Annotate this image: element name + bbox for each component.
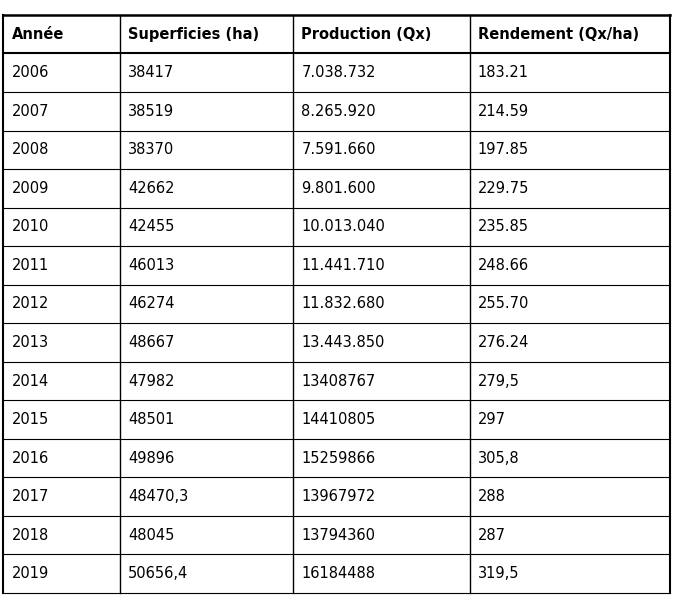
Text: 2016: 2016 — [11, 451, 48, 465]
Text: 2012: 2012 — [11, 296, 49, 312]
Text: 2014: 2014 — [11, 374, 48, 389]
Text: 47982: 47982 — [128, 374, 174, 389]
Text: 2011: 2011 — [11, 258, 48, 273]
Text: 279,5: 279,5 — [478, 374, 520, 389]
Text: 15259866: 15259866 — [302, 451, 376, 465]
Text: 7.591.660: 7.591.660 — [302, 142, 376, 157]
Text: 2013: 2013 — [11, 335, 48, 350]
Text: 183.21: 183.21 — [478, 65, 529, 80]
Text: 46274: 46274 — [128, 296, 174, 312]
Text: 16184488: 16184488 — [302, 566, 376, 581]
Text: 2015: 2015 — [11, 412, 48, 427]
Text: 11.441.710: 11.441.710 — [302, 258, 385, 273]
Text: 48470,3: 48470,3 — [128, 489, 188, 504]
Text: 288: 288 — [478, 489, 505, 504]
Text: 255.70: 255.70 — [478, 296, 529, 312]
Text: 13.443.850: 13.443.850 — [302, 335, 385, 350]
Text: 42455: 42455 — [128, 219, 174, 234]
Text: 38519: 38519 — [128, 104, 174, 119]
Text: 276.24: 276.24 — [478, 335, 529, 350]
Text: 235.85: 235.85 — [478, 219, 529, 234]
Text: 297: 297 — [478, 412, 506, 427]
Text: 305,8: 305,8 — [478, 451, 520, 465]
Text: 48667: 48667 — [128, 335, 174, 350]
Text: 13408767: 13408767 — [302, 374, 376, 389]
Text: 287: 287 — [478, 527, 506, 543]
Text: 2006: 2006 — [11, 65, 49, 80]
Text: Production (Qx): Production (Qx) — [302, 27, 431, 42]
Text: 2017: 2017 — [11, 489, 49, 504]
Text: Année: Année — [11, 27, 64, 42]
Text: Rendement (Qx/ha): Rendement (Qx/ha) — [478, 27, 639, 42]
Text: 2010: 2010 — [11, 219, 49, 234]
Text: 48045: 48045 — [128, 527, 174, 543]
Text: 48501: 48501 — [128, 412, 174, 427]
Text: 7.038.732: 7.038.732 — [302, 65, 376, 80]
Text: 2019: 2019 — [11, 566, 48, 581]
Text: 2008: 2008 — [11, 142, 49, 157]
Text: 319,5: 319,5 — [478, 566, 520, 581]
Text: 42662: 42662 — [128, 181, 174, 196]
Text: 38417: 38417 — [128, 65, 174, 80]
Text: 11.832.680: 11.832.680 — [302, 296, 385, 312]
Text: Superficies (ha): Superficies (ha) — [128, 27, 259, 42]
Text: 229.75: 229.75 — [478, 181, 529, 196]
Text: 8.265.920: 8.265.920 — [302, 104, 376, 119]
Text: 13967972: 13967972 — [302, 489, 376, 504]
Text: 2007: 2007 — [11, 104, 49, 119]
Text: 9.801.600: 9.801.600 — [302, 181, 376, 196]
Text: 13794360: 13794360 — [302, 527, 376, 543]
Text: 38370: 38370 — [128, 142, 174, 157]
Text: 197.85: 197.85 — [478, 142, 529, 157]
Text: 50656,4: 50656,4 — [128, 566, 188, 581]
Text: 46013: 46013 — [128, 258, 174, 273]
Text: 2009: 2009 — [11, 181, 49, 196]
Text: 10.013.040: 10.013.040 — [302, 219, 385, 234]
Text: 248.66: 248.66 — [478, 258, 529, 273]
Text: 49896: 49896 — [128, 451, 174, 465]
Text: 14410805: 14410805 — [302, 412, 376, 427]
Text: 214.59: 214.59 — [478, 104, 529, 119]
Text: 2018: 2018 — [11, 527, 48, 543]
